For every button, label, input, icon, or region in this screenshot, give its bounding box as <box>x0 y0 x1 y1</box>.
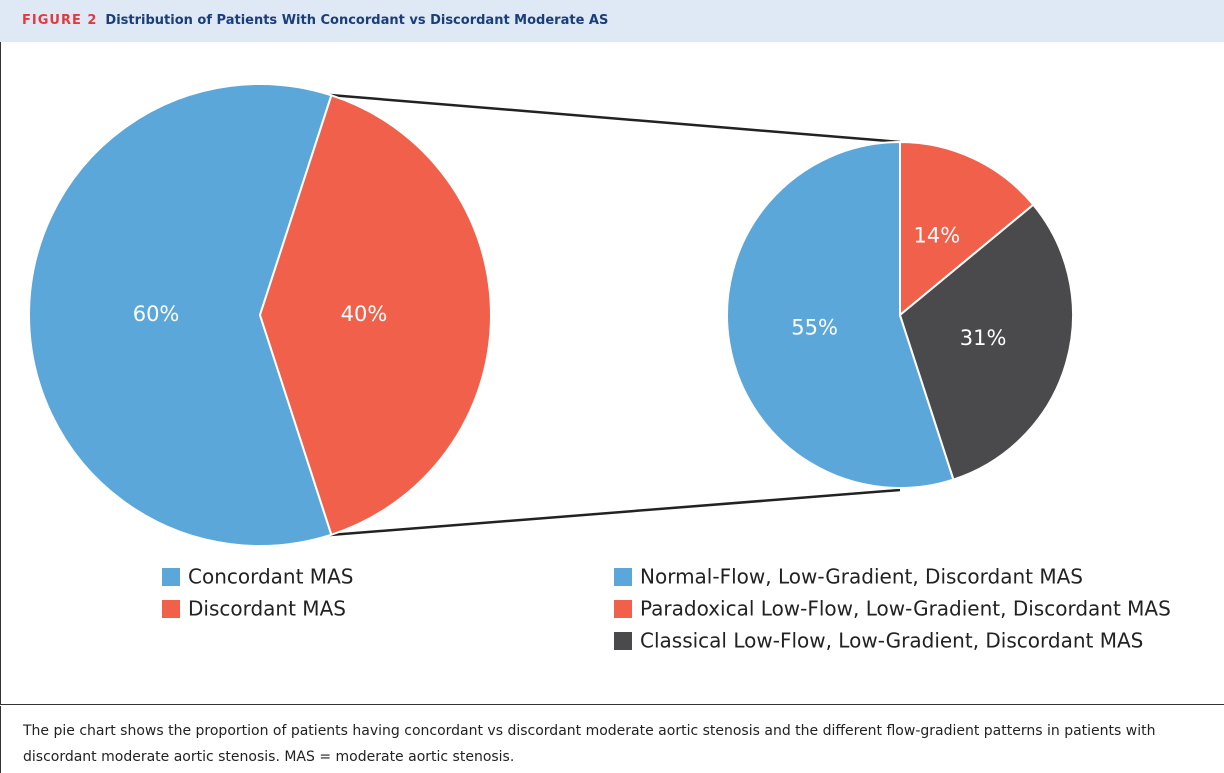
caption: The pie chart shows the proportion of pa… <box>0 706 1224 773</box>
data-label: 40% <box>341 302 388 326</box>
legend-label: Paradoxical Low-Flow, Low-Gradient, Disc… <box>640 597 1171 621</box>
legend-label: Classical Low-Flow, Low-Gradient, Discor… <box>640 629 1143 653</box>
pie-slice <box>28 83 333 547</box>
figure-label: FIGURE 2 <box>22 13 98 28</box>
figure-title: Distribution of Patients With Concordant… <box>105 13 609 28</box>
figure-header: FIGURE 2 Distribution of Patients With Co… <box>0 0 1224 42</box>
data-label: 14% <box>913 224 960 248</box>
legend-label: Discordant MAS <box>188 597 346 621</box>
pie-slice <box>899 140 1035 318</box>
legend-swatch <box>614 632 632 650</box>
pie-slice <box>726 140 955 489</box>
chart-frame <box>0 42 1224 705</box>
legend-swatch <box>162 568 180 586</box>
legend-swatch <box>162 600 180 618</box>
data-label: 55% <box>791 316 838 340</box>
connector <box>329 93 901 144</box>
legend-label: Normal-Flow, Low-Gradient, Discordant MA… <box>640 565 1083 589</box>
pie-slice <box>258 94 492 536</box>
connector <box>329 488 901 537</box>
pie-slice <box>898 203 1075 481</box>
legend-swatch <box>614 568 632 586</box>
legend-swatch <box>614 600 632 618</box>
chart: 60% Concordant MAS 40% Discordant MAS 55% Nor… <box>28 83 1171 653</box>
legend-label: Concordant MAS <box>188 565 353 589</box>
data-label: 31% <box>960 326 1007 350</box>
data-label: 60% <box>133 302 180 326</box>
